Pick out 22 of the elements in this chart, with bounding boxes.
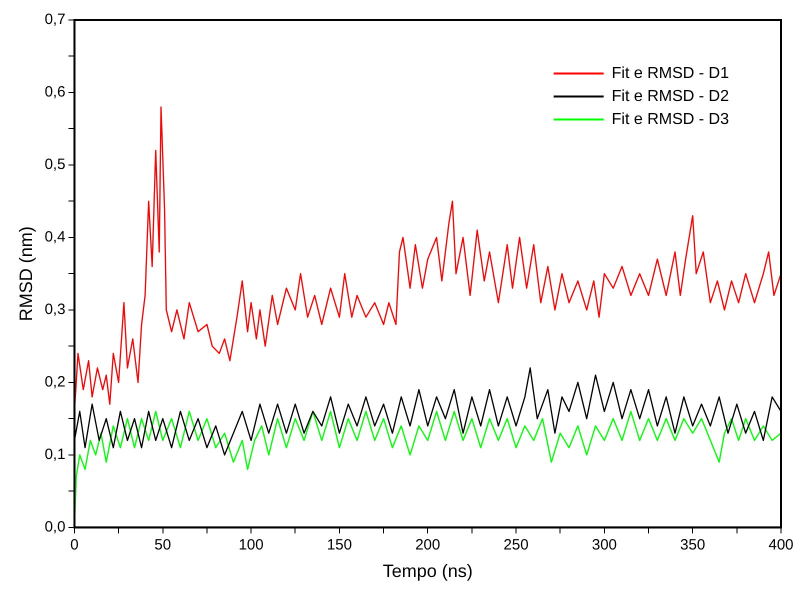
- y-tick-label: 0,7: [44, 11, 66, 28]
- x-tick-label: 400: [768, 536, 794, 554]
- y-tick-label: 0,2: [44, 374, 66, 391]
- legend-label: Fit e RMSD - D1: [612, 64, 730, 82]
- x-tick-label: 200: [415, 536, 440, 554]
- x-tick-label: 250: [504, 536, 529, 554]
- y-tick-label: 0,1: [44, 446, 66, 464]
- legend-label: Fit e RMSD - D3: [612, 110, 730, 128]
- legend-label: Fit e RMSD - D2: [612, 88, 730, 105]
- x-tick-label: 150: [326, 536, 352, 554]
- y-tick-label: 0,6: [44, 84, 66, 101]
- y-tick-label: 0,4: [44, 228, 66, 246]
- x-tick-label: 100: [238, 536, 264, 554]
- x-tick-label: 50: [154, 536, 172, 554]
- x-tick-label: 300: [592, 536, 617, 554]
- y-tick-label: 0,0: [44, 518, 66, 536]
- y-axis-title: RMSD (nm): [16, 226, 36, 322]
- x-tick-label: 350: [680, 536, 706, 554]
- x-axis-title: Tempo (ns): [382, 561, 473, 582]
- y-tick-label: 0,5: [44, 156, 66, 174]
- y-tick-label: 0,3: [44, 301, 66, 318]
- x-tick-label: 0: [70, 536, 79, 554]
